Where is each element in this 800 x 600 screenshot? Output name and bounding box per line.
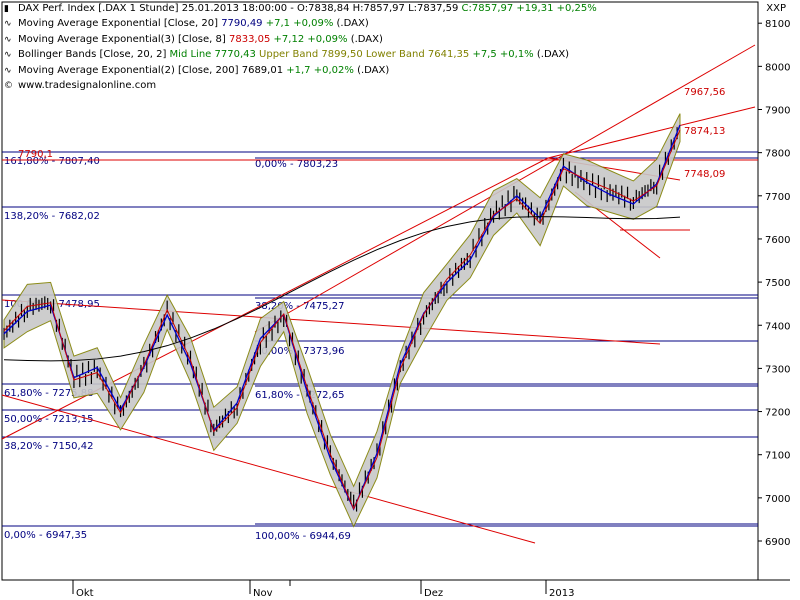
y-tick-label: 6900	[765, 537, 790, 548]
fib-level-label: 138,20% - 7682,02	[4, 211, 100, 222]
header-line-ema20: ∿ Moving Average Exponential [Close, 20] …	[4, 18, 369, 29]
y-tick-label: 7000	[765, 494, 790, 505]
trendline	[547, 106, 756, 159]
ema8-line	[3, 129, 681, 510]
y-tick-label: 7900	[765, 106, 790, 117]
y-tick-label: 7100	[765, 451, 790, 462]
x-tick-label: Okt	[76, 588, 94, 599]
trendline	[1, 299, 661, 345]
trendline-annotation: 7748,09	[684, 169, 725, 180]
fib-level-label-right: 100,00% - 6944,69	[255, 531, 351, 542]
indicator-curve-icon: ∿	[4, 19, 12, 29]
x-tick-label: 2013	[549, 588, 574, 599]
y-tick-label: 7600	[765, 235, 790, 246]
fib-level-label: 0,00% - 6947,35	[4, 530, 87, 541]
header-line-price: ▮ DAX Perf. Index [.DAX 1 Stunde] 25.01.2…	[4, 3, 597, 14]
chart-bars-icon: ▮	[4, 4, 9, 14]
fib-level-label: 50,00% - 7213,15	[4, 414, 93, 425]
ema20-line	[3, 124, 681, 511]
indicator-curve-icon: ∿	[4, 35, 12, 45]
plot-frame	[1, 1, 759, 581]
y-tick-label: 8000	[765, 62, 790, 73]
header-line-ema8: ∿ Moving Average Exponential(3) [Close, 8…	[4, 34, 383, 45]
indicator-curve-icon: ∿	[4, 66, 12, 76]
y-tick-label: 8100	[765, 19, 790, 30]
trendline-annotation: 7967,56	[684, 87, 725, 98]
header-line-copyright: © www.tradesignalonline.com	[4, 80, 157, 91]
fib-level-label-right: 0,00% - 7803,23	[255, 159, 338, 170]
copyright-icon: ©	[4, 81, 13, 91]
y-tick-label: 7800	[765, 149, 790, 160]
trendline-annotation: 7874,13	[684, 126, 725, 137]
y-tick-label: 7200	[765, 408, 790, 419]
indicator-curve-icon: ∿	[4, 50, 12, 60]
fib-level-label: 38,20% - 7150,42	[4, 441, 93, 452]
x-tick-label: Dez	[424, 588, 443, 599]
bollinger-band	[3, 113, 681, 528]
header-line-ema200: ∿ Moving Average Exponential(2) [Close, 2…	[4, 65, 390, 76]
fib-level-label-right: 61,80% - 7272,65	[255, 390, 344, 401]
ema200-line	[3, 216, 681, 362]
y-tick-label: 7300	[765, 364, 790, 375]
y-tick-label: 7700	[765, 192, 790, 203]
y-tick-label: 7500	[765, 278, 790, 289]
y-tick-label: 7400	[765, 321, 790, 332]
trendline	[1, 394, 536, 544]
axis-unit-label: XXP	[766, 3, 786, 14]
trendline-annotation: 7790,1	[18, 149, 53, 160]
header-line-bollinger: ∿ Bollinger Bands [Close, 20, 2] Mid Line…	[4, 49, 570, 60]
fib-level-label: 161,80% - 7807,40	[4, 156, 100, 167]
fib-level-label: 61,80% - 7275,88	[4, 388, 93, 399]
x-tick-label: Nov	[253, 588, 273, 599]
